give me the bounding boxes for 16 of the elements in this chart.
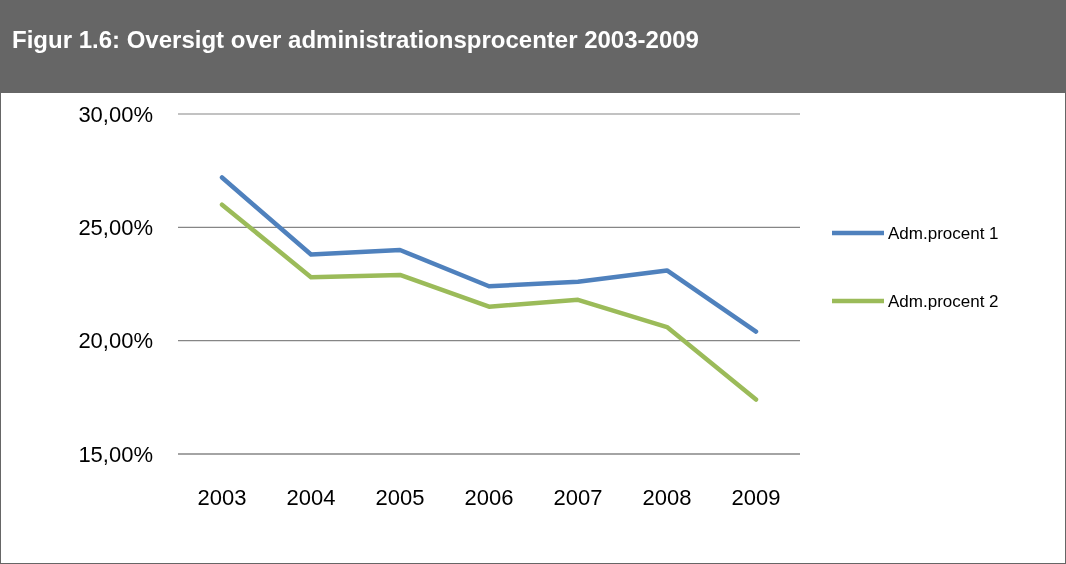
y-tick-label: 30,00% [78, 101, 153, 127]
x-tick-label: 2007 [553, 485, 603, 510]
line-series [219, 202, 759, 402]
line-series [219, 175, 759, 334]
x-tick-label: 2003 [197, 485, 247, 510]
x-tick-label: 2008 [642, 485, 692, 510]
x-tick-label: 2006 [464, 485, 514, 510]
legend-label: Adm.procent 2 [888, 291, 999, 311]
x-tick-label: 2005 [375, 485, 425, 510]
x-tick-label: 2009 [731, 485, 781, 510]
y-tick-label: 15,00% [78, 441, 153, 467]
chart-title: Figur 1.6: Oversigt over administrationsprocenter 2003-2009 [12, 26, 699, 53]
y-tick-label: 20,00% [78, 328, 153, 354]
x-tick-label: 2004 [286, 485, 336, 510]
y-tick-label: 25,00% [78, 215, 153, 241]
legend-label: Adm.procent 1 [888, 223, 999, 243]
